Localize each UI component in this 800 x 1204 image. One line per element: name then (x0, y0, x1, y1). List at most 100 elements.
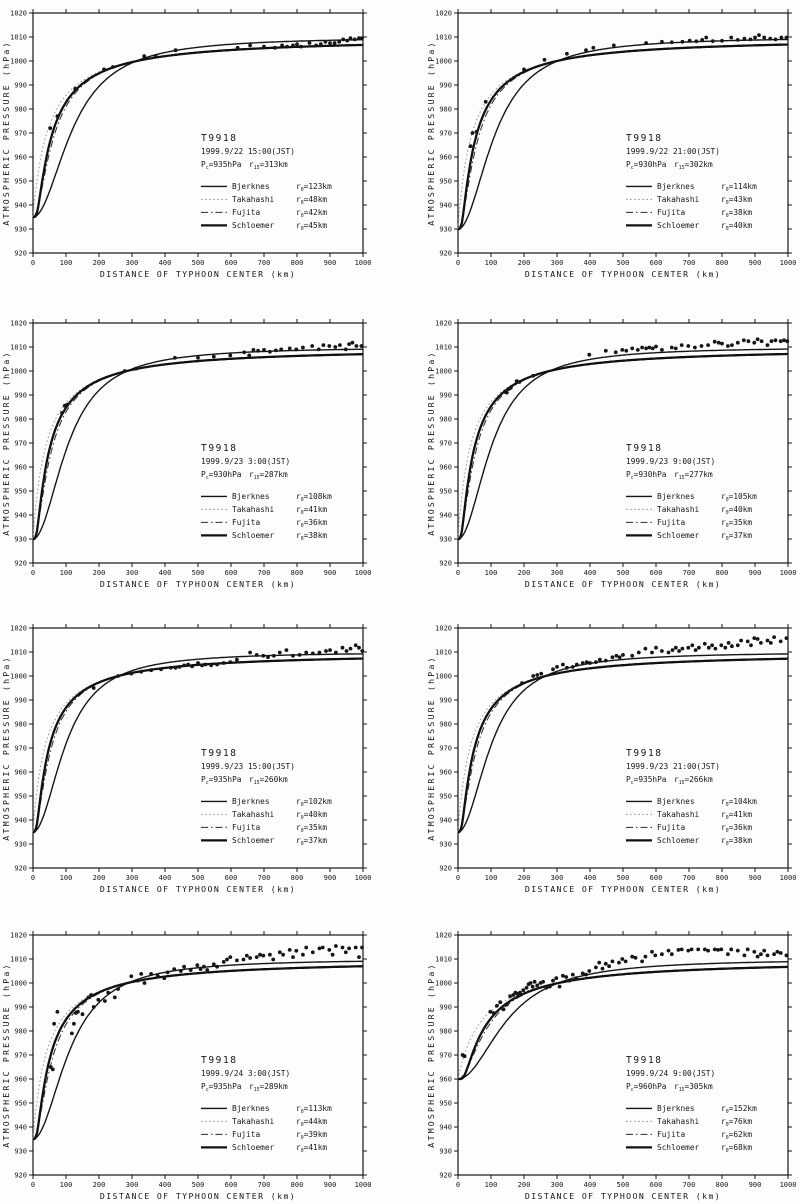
svg-text:950: 950 (14, 792, 27, 800)
plot-frame (457, 12, 789, 254)
curve-schloemer (33, 43, 364, 219)
plot-frame (457, 934, 789, 1176)
legend-radius-value: r0=42km (296, 208, 327, 219)
svg-text:1020: 1020 (435, 624, 452, 632)
scatter-points (460, 947, 789, 1059)
svg-text:100: 100 (60, 1181, 73, 1189)
svg-text:0: 0 (31, 1181, 35, 1189)
y-axis-label: ATMOSPHERIC PRESSURE (hPa) (426, 655, 436, 840)
legend-radius-value: r0=102km (296, 797, 332, 808)
svg-text:900: 900 (749, 259, 762, 267)
pressure-chart-6: 0 100 200 300 400 500 600 700 800 900 1000 920 930 94… (426, 624, 796, 894)
legend-radius-value: r0=41km (296, 505, 327, 516)
svg-text:920: 920 (439, 864, 452, 872)
legend-radius-value: r0=40km (296, 810, 327, 821)
svg-text:970: 970 (14, 439, 27, 447)
svg-text:ATMOSPHERIC PRESSURE (hPa): ATMOSPHERIC PRESSURE (hPa) (426, 655, 436, 840)
svg-text:900: 900 (324, 1181, 337, 1189)
curve-bjerknes (457, 348, 788, 540)
svg-text:200: 200 (93, 569, 106, 577)
svg-text:1000: 1000 (355, 569, 372, 577)
svg-text:ATMOSPHERIC PRESSURE (hPa): ATMOSPHERIC PRESSURE (hPa) (426, 350, 436, 535)
legend-model-name: Bjerknes (657, 492, 695, 501)
svg-text:ATMOSPHERIC PRESSURE (hPa): ATMOSPHERIC PRESSURE (hPa) (426, 40, 436, 225)
legend-model-name: Bjerknes (657, 1104, 695, 1113)
svg-text:930: 930 (439, 225, 452, 233)
y-axis-label: ATMOSPHERIC PRESSURE (hPa) (426, 40, 436, 225)
svg-text:DISTANCE OF TYPHOON CENTER (k: DISTANCE OF TYPHOON CENTER (km) (525, 884, 721, 894)
figure-row-2: 0 100 200 300 400 500 600 700 800 900 1000 920 930 94… (0, 295, 800, 595)
y-axis: 920 930 940 950 960 970 980 990 1000 1010 1020 (10, 624, 367, 872)
central-pressure-label: Pc=930hPa (626, 470, 667, 481)
info-block: T9918 1999.9/23 15:00(JST) Pc=935hPa r15=26… (201, 748, 295, 786)
legend-model-name: Schloemer (657, 1143, 700, 1152)
svg-text:400: 400 (584, 569, 597, 577)
legend: Bjerknes r0=123km Takahashi r0=48km Fujita r0… (201, 182, 332, 232)
svg-text:920: 920 (14, 559, 27, 567)
svg-text:980: 980 (439, 1027, 452, 1035)
y-axis: 920 930 940 950 960 970 980 990 1000 1010 1020 (435, 931, 792, 1179)
svg-text:600: 600 (650, 1181, 663, 1189)
svg-text:990: 990 (439, 1003, 452, 1011)
svg-text:0: 0 (456, 1181, 460, 1189)
svg-text:1000: 1000 (10, 979, 27, 987)
curve-takahashi (32, 966, 363, 1140)
svg-text:700: 700 (258, 259, 271, 267)
svg-text:600: 600 (650, 874, 663, 882)
svg-text:1020: 1020 (10, 624, 27, 632)
svg-text:950: 950 (439, 177, 452, 185)
svg-text:100: 100 (485, 569, 498, 577)
legend-model-name: Bjerknes (232, 797, 270, 806)
curve-schloemer (458, 965, 788, 1081)
wind-radius-label: r15=277km (674, 470, 713, 481)
curve-bjerknes (457, 961, 788, 1080)
svg-text:500: 500 (617, 569, 630, 577)
curve-fujita (32, 965, 363, 1140)
curve-bjerknes (32, 653, 363, 833)
svg-text:940: 940 (14, 1123, 27, 1131)
x-axis-label: DISTANCE OF TYPHOON CENTER (km) (100, 579, 295, 589)
svg-text:930: 930 (439, 535, 452, 543)
svg-text:1000: 1000 (435, 979, 452, 987)
y-axis-label: ATMOSPHERIC PRESSURE (hPa) (426, 350, 436, 535)
svg-text:500: 500 (192, 874, 205, 882)
svg-text:970: 970 (439, 744, 452, 752)
svg-text:1000: 1000 (355, 259, 372, 267)
svg-text:DISTANCE OF TYPHOON CENTER (k: DISTANCE OF TYPHOON CENTER (km) (525, 1191, 721, 1201)
svg-text:800: 800 (291, 259, 304, 267)
svg-text:500: 500 (192, 569, 205, 577)
legend: Bjerknes r0=108km Takahashi r0=41km Fujita r0… (201, 492, 332, 542)
scatter-points (520, 635, 789, 686)
svg-text:1010: 1010 (10, 343, 27, 351)
curve-schloemer (458, 657, 788, 834)
svg-text:400: 400 (584, 1181, 597, 1189)
svg-text:300: 300 (126, 259, 139, 267)
legend-radius-value: r0=35km (296, 823, 327, 834)
svg-text:600: 600 (225, 1181, 238, 1189)
wind-radius-label: r15=302km (674, 160, 713, 171)
svg-text:0: 0 (31, 569, 35, 577)
legend-model-name: Bjerknes (232, 1104, 270, 1113)
svg-text:ATMOSPHERIC PRESSURE (hPa): ATMOSPHERIC PRESSURE (hPa) (1, 40, 11, 225)
svg-text:400: 400 (584, 874, 597, 882)
observation-datetime: 1999.9/23 3:00(JST) (201, 457, 290, 466)
svg-text:990: 990 (14, 391, 27, 399)
storm-id: T9918 (201, 133, 238, 144)
legend-model-name: Fujita (232, 823, 260, 832)
y-axis-label: ATMOSPHERIC PRESSURE (hPa) (426, 962, 436, 1147)
legend-radius-value: r0=40km (721, 221, 752, 232)
chart-panel-1: 0 100 200 300 400 500 600 700 800 900 1000 920 930 94… (0, 0, 400, 295)
svg-text:1000: 1000 (780, 1181, 797, 1189)
chart-panel-5: 0 100 200 300 400 500 600 700 800 900 1000 920 930 94… (0, 595, 400, 905)
legend-model-name: Schloemer (232, 836, 275, 845)
svg-text:1010: 1010 (10, 33, 27, 41)
svg-text:DISTANCE OF TYPHOON CENTER (k: DISTANCE OF TYPHOON CENTER (km) (525, 579, 721, 589)
legend-radius-value: r0=38km (721, 836, 752, 847)
scatter-points (60, 340, 364, 415)
x-axis-label: DISTANCE OF TYPHOON CENTER (km) (525, 884, 721, 894)
scatter-points (91, 643, 365, 690)
wind-radius-label: r15=313km (249, 160, 288, 171)
svg-text:500: 500 (617, 1181, 630, 1189)
svg-text:DISTANCE OF TYPHOON CENTER (k: DISTANCE OF TYPHOON CENTER (km) (525, 269, 721, 279)
curve-takahashi (457, 966, 788, 1080)
